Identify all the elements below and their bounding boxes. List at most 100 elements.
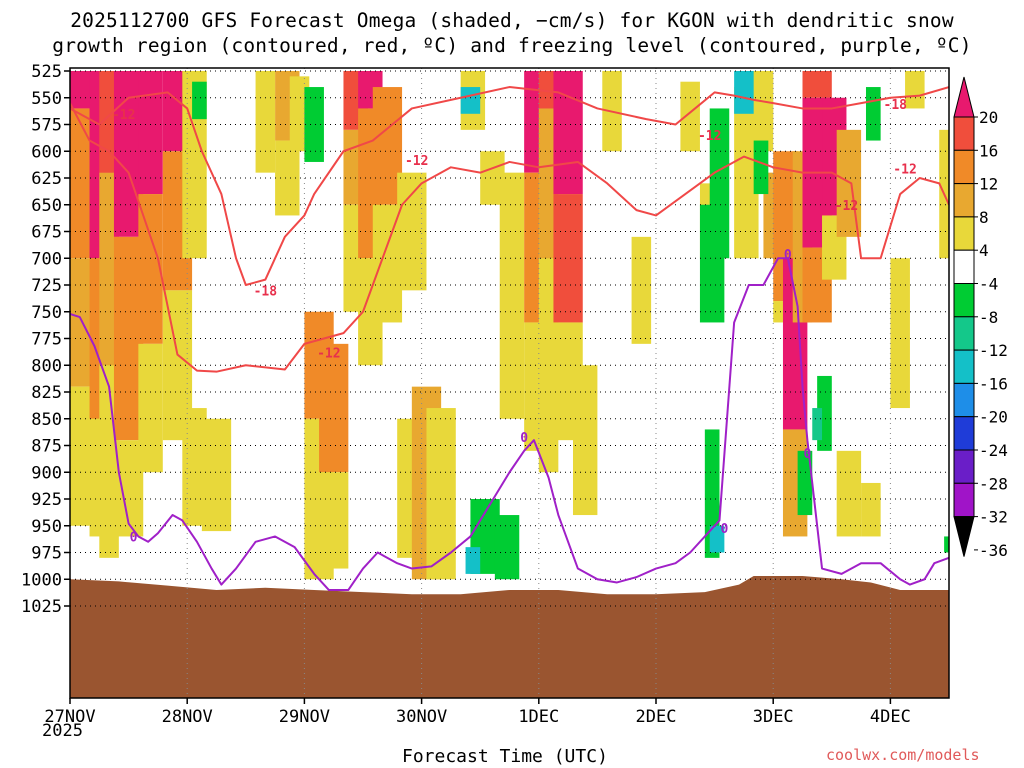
y-tick-label-1025: 1025 (21, 597, 62, 617)
dgz-contour-label-3: -12 (405, 154, 428, 169)
omega-shade-cell-21-0 (499, 172, 525, 419)
chart-title-line-2: growth region (contoured, red, ºC) and f… (52, 34, 972, 57)
y-tick-label-775: 775 (31, 330, 62, 350)
omega-shade-cell-46-0 (460, 87, 481, 114)
x-tick-label-5: 2DEC (636, 707, 677, 727)
colorbar-label-3: 8 (979, 208, 989, 227)
x-tick-label-6: 3DEC (753, 707, 794, 727)
omega-shade-cell-32-0 (758, 71, 774, 130)
y-tick-label-825: 825 (31, 383, 62, 403)
y-tick-label-700: 700 (31, 249, 62, 269)
omega-shade-cell-49-0 (465, 547, 481, 574)
omega-shade-cell-42-0 (905, 71, 925, 109)
y-tick-label-750: 750 (31, 303, 62, 323)
plot-frame (69, 67, 950, 699)
y-tick-label-925: 925 (31, 490, 62, 510)
colorbar-box-4 (953, 216, 975, 251)
surface-terrain (70, 576, 949, 698)
x-tick-label-0: 27NOV (44, 707, 95, 727)
colorbar-label-5: -4 (979, 275, 998, 294)
y-tick-label-625: 625 (31, 169, 62, 189)
omega-shade-cell-55-0 (753, 140, 769, 195)
y-tick-label-575: 575 (31, 116, 62, 136)
colorbar-box-3 (953, 183, 975, 218)
dgz-contour-label-7: -12 (893, 162, 916, 177)
omega-shade-cell-16-0 (397, 172, 427, 291)
y-tick-label-675: 675 (31, 223, 62, 243)
colorbar-label-8: -16 (979, 374, 1008, 393)
y-tick-label-800: 800 (31, 356, 62, 376)
omega-shade-cell-8-0 (255, 71, 276, 173)
colorbar-box-6 (953, 283, 975, 318)
x-axis-year: 2025 (42, 721, 83, 741)
freezing-contour-label-2: 0 (720, 522, 728, 537)
colorbar-label-11: -28 (979, 474, 1008, 493)
colorbar-label-10: -24 (979, 441, 1008, 460)
y-tick-label-550: 550 (31, 89, 62, 109)
omega-shade-cell-57-0 (812, 408, 823, 441)
dgz-contour-label-1: -18 (254, 284, 278, 299)
omega-shade-cell-23-2 (538, 258, 559, 473)
omega-shade-cell-7-0 (201, 418, 232, 532)
colorbar-box-12 (953, 482, 975, 518)
omega-shade-cell-59-0 (865, 87, 881, 141)
y-tick-label-950: 950 (31, 517, 62, 537)
omega-shade-cell-44-0 (192, 81, 207, 120)
omega-shade-cell-4-1 (138, 194, 163, 344)
dgz-contour-label-5: -12 (835, 199, 858, 214)
colorbar-box-7 (953, 316, 975, 351)
y-tick-label-525: 525 (31, 62, 62, 82)
x-tick-label-3: 30NOV (396, 707, 447, 727)
dgz-contour-label-4: -12 (698, 129, 721, 144)
colorbar-box-9 (953, 382, 975, 418)
omega-shade-cell-51-0 (709, 108, 730, 259)
omega-shade-cell-58-0 (797, 450, 813, 516)
omega-shade-cell-45-0 (304, 87, 324, 162)
y-tick-label-600: 600 (31, 142, 62, 162)
colorbar-box-10 (953, 416, 975, 451)
y-tick-label-975: 975 (31, 544, 62, 564)
omega-shade-cell-40-0 (861, 482, 881, 537)
source-credit: coolwx.com/models (826, 746, 980, 764)
dgz-contour-upper (70, 86, 949, 286)
dgz-contour-lower (70, 102, 949, 373)
omega-shade-cell-27-0 (631, 236, 652, 344)
colorbar-label-0: 20 (979, 108, 998, 127)
omega-shade-cell-41-0 (890, 258, 910, 409)
omega-shade-cell-23-0 (538, 71, 559, 109)
colorbar-label-13: -36 (979, 541, 1008, 560)
y-tick-label-650: 650 (31, 196, 62, 216)
freezing-contour-label-0: 0 (130, 530, 138, 545)
omega-shade-cell-60-0 (944, 536, 949, 553)
y-tick-label-875: 875 (31, 437, 62, 457)
y-tick-label-850: 850 (31, 410, 62, 430)
omega-shade-cell-43-0 (939, 129, 949, 259)
omega-shade-cell-28-0 (680, 81, 700, 152)
freezing-level-contour (70, 257, 949, 591)
y-tick-label-1000: 1000 (21, 570, 62, 590)
colorbar-box-2 (953, 149, 975, 185)
x-tick-label-7: 4DEC (870, 707, 911, 727)
colorbar-label-7: -12 (979, 341, 1008, 360)
omega-shade-cell-53-0 (709, 525, 725, 553)
y-tick-label-725: 725 (31, 276, 62, 296)
colorbar-box-5 (953, 249, 975, 284)
x-axis-label: Forecast Time (UTC) (402, 746, 608, 767)
colorbar-top-arrow (953, 76, 975, 118)
omega-shade-cell-23-1 (538, 108, 559, 259)
dgz-contour-label-6: -18 (884, 98, 908, 113)
colorbar-label-2: 12 (979, 175, 998, 194)
omega-shade-cell-24-1 (553, 194, 583, 323)
colorbar-label-4: 4 (979, 241, 989, 260)
colorbar-label-9: -20 (979, 408, 1008, 427)
plot-layer: -12 -18 -12 -12 -12 -12 -18 -12 0 0 0 0 0 (70, 68, 949, 698)
omega-shade-cell-12-1 (319, 472, 349, 569)
omega-shade-cell-12-0 (319, 343, 349, 473)
y-tick-label-900: 900 (31, 463, 62, 483)
omega-shade-cell-48-0 (494, 515, 520, 580)
colorbar-label-12: -32 (979, 508, 1008, 527)
x-tick-label-1: 28NOV (162, 707, 213, 727)
colorbar-bottom-arrow (953, 516, 975, 557)
colorbar-label-1: 16 (979, 141, 998, 160)
